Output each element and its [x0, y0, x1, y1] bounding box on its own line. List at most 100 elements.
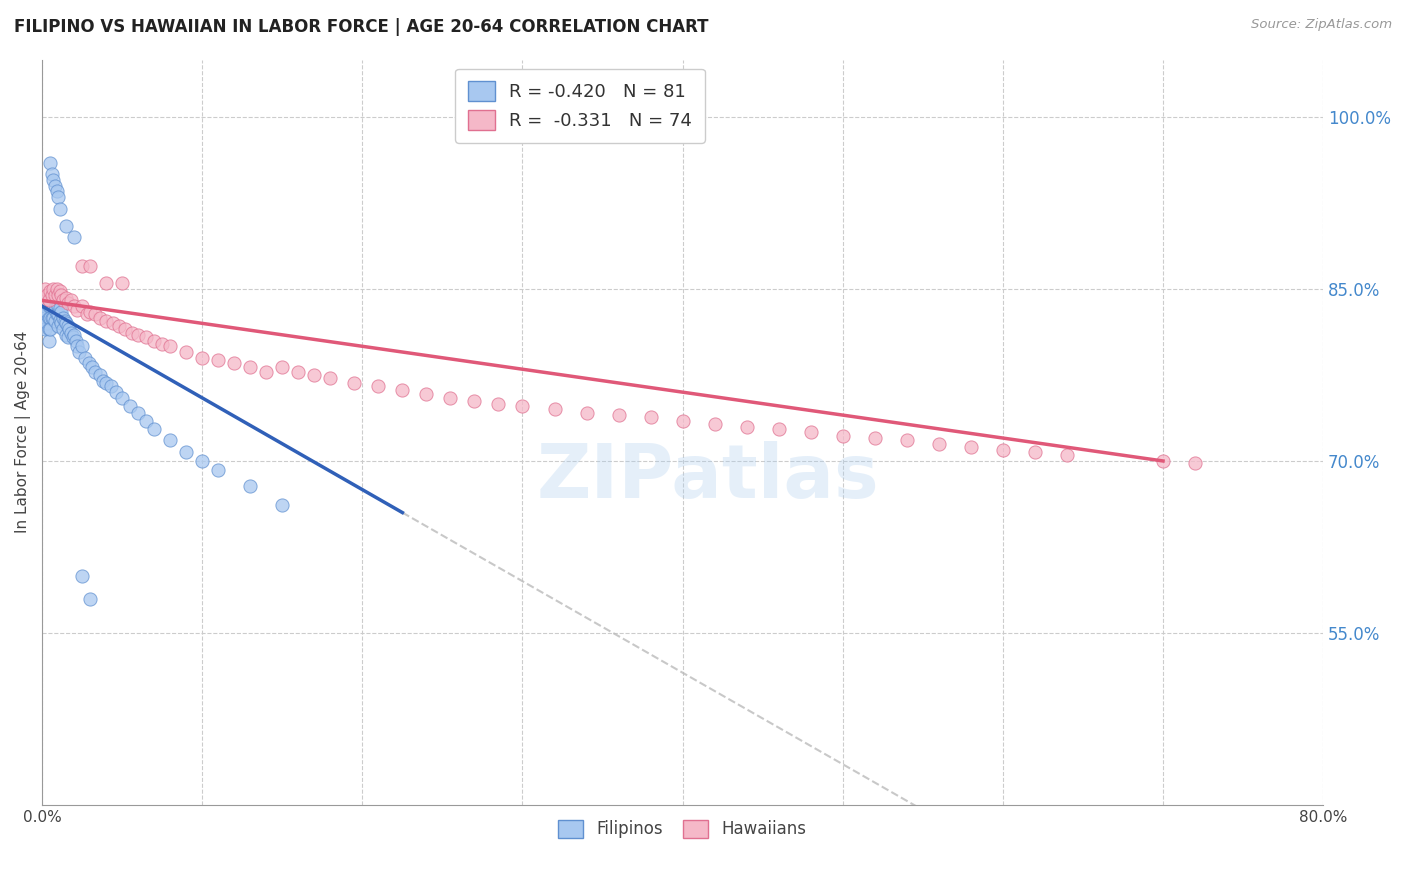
Point: [32, 317, 55, 331]
Point: [66, 302, 89, 317]
Point: [41, 310, 63, 325]
Point: [79, 591, 101, 606]
Point: [35, 305, 58, 319]
Point: [32, 293, 55, 308]
Point: [39, 310, 62, 325]
Point: [96, 376, 118, 390]
Point: [191, 454, 214, 468]
Point: [53, 314, 76, 328]
Point: [80, 359, 103, 374]
Text: Source: ZipAtlas.com: Source: ZipAtlas.com: [1251, 18, 1392, 31]
Point: [51, 287, 73, 301]
Point: [41, 293, 63, 308]
Point: [96, 314, 118, 328]
Text: ZIPatlas: ZIPatlas: [537, 441, 880, 514]
Point: [991, 442, 1014, 457]
Point: [111, 391, 134, 405]
Point: [32, 305, 55, 319]
Point: [143, 422, 166, 436]
Point: [239, 359, 262, 374]
Point: [35, 293, 58, 308]
Point: [101, 317, 124, 331]
Point: [35, 287, 58, 301]
Point: [55, 327, 77, 342]
Point: [44, 287, 66, 301]
Point: [48, 313, 70, 327]
Point: [34, 322, 56, 336]
Point: [239, 479, 262, 493]
Point: [224, 357, 246, 371]
Point: [48, 301, 70, 316]
Point: [46, 299, 69, 313]
Point: [38, 293, 60, 308]
Point: [55, 317, 77, 331]
Point: [863, 431, 886, 445]
Point: [46, 287, 69, 301]
Point: [39, 156, 62, 170]
Point: [55, 291, 77, 305]
Point: [159, 339, 181, 353]
Point: [62, 330, 84, 344]
Point: [100, 379, 122, 393]
Point: [66, 339, 89, 353]
Point: [735, 419, 758, 434]
Point: [174, 345, 197, 359]
Point: [51, 317, 73, 331]
Point: [70, 259, 93, 273]
Point: [76, 307, 98, 321]
Point: [1056, 448, 1078, 462]
Point: [367, 379, 389, 393]
Point: [768, 422, 790, 436]
Point: [63, 230, 86, 244]
Point: [70, 339, 93, 353]
Point: [41, 167, 63, 181]
Point: [38, 310, 60, 325]
Point: [46, 190, 69, 204]
Point: [42, 282, 65, 296]
Point: [32, 293, 55, 308]
Point: [48, 202, 70, 216]
Point: [1152, 454, 1174, 468]
Point: [59, 326, 82, 340]
Point: [127, 406, 149, 420]
Point: [391, 383, 413, 397]
Point: [63, 299, 86, 313]
Text: FILIPINO VS HAWAIIAN IN LABOR FORCE | AGE 20-64 CORRELATION CHART: FILIPINO VS HAWAIIAN IN LABOR FORCE | AG…: [14, 18, 709, 36]
Legend: Filipinos, Hawaiians: Filipinos, Hawaiians: [551, 814, 814, 845]
Point: [46, 318, 69, 333]
Point: [1184, 456, 1206, 470]
Point: [41, 287, 63, 301]
Point: [45, 307, 67, 321]
Point: [1024, 445, 1046, 459]
Point: [55, 219, 77, 233]
Point: [512, 399, 534, 413]
Y-axis label: In Labor Force | Age 20-64: In Labor Force | Age 20-64: [15, 331, 31, 533]
Point: [34, 310, 56, 325]
Point: [96, 277, 118, 291]
Point: [56, 330, 79, 344]
Point: [703, 417, 725, 432]
Point: [89, 368, 111, 382]
Point: [44, 178, 66, 193]
Point: [48, 285, 70, 299]
Point: [150, 337, 173, 351]
Point: [39, 293, 62, 308]
Point: [38, 299, 60, 313]
Point: [463, 394, 485, 409]
Point: [143, 334, 166, 348]
Point: [191, 351, 214, 365]
Point: [108, 318, 131, 333]
Point: [831, 429, 853, 443]
Point: [52, 293, 75, 308]
Point: [46, 307, 69, 321]
Point: [896, 434, 918, 448]
Point: [135, 330, 157, 344]
Point: [488, 397, 510, 411]
Point: [45, 282, 67, 296]
Point: [41, 299, 63, 313]
Point: [38, 322, 60, 336]
Point: [45, 185, 67, 199]
Point: [319, 371, 342, 385]
Point: [800, 425, 823, 440]
Point: [39, 299, 62, 313]
